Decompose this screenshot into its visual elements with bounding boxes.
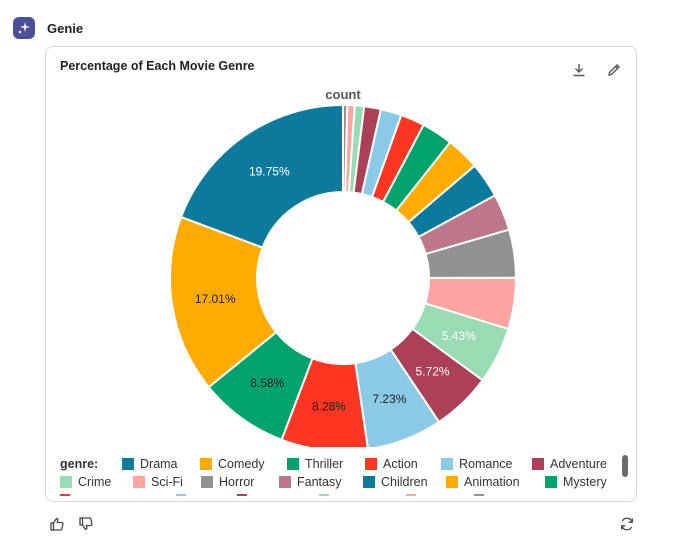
- legend-swatch: [287, 458, 299, 470]
- legend-label: Children: [381, 475, 428, 489]
- sparkle-icon: [13, 17, 35, 39]
- legend-swatch: [446, 476, 458, 488]
- legend-label: Mystery: [563, 475, 607, 489]
- legend-swatch-clipped: [60, 494, 70, 496]
- slice-label-action: 8.28%: [312, 400, 346, 414]
- legend-label: Drama: [140, 457, 178, 471]
- legend-swatch: [133, 476, 145, 488]
- legend-item-thriller[interactable]: Thriller: [287, 457, 343, 471]
- legend-item-horror[interactable]: Horror: [201, 475, 254, 489]
- pencil-icon[interactable]: [605, 61, 623, 79]
- legend-item-action[interactable]: Action: [365, 457, 418, 471]
- legend-item-romance[interactable]: Romance: [441, 457, 513, 471]
- legend-label: Crime: [78, 475, 112, 489]
- legend-swatch: [532, 458, 544, 470]
- donut-chart: count 19.75% 17.01% 8.58% 8.28% 7.23% 5.72% 5.…: [169, 87, 518, 447]
- legend-swatch: [365, 458, 377, 470]
- legend-label: Horror: [219, 475, 255, 489]
- legend-item-animation[interactable]: Animation: [446, 475, 520, 489]
- legend-title: genre:: [60, 457, 99, 471]
- thumbs-up-icon[interactable]: [47, 514, 67, 534]
- legend-label: Thriller: [305, 457, 344, 471]
- legend-swatch: [60, 476, 72, 488]
- legend-item-sci-fi[interactable]: Sci-Fi: [133, 475, 183, 489]
- download-icon[interactable]: [570, 61, 588, 79]
- legend-swatch: [201, 476, 213, 488]
- legend-swatch-clipped: [176, 494, 186, 496]
- legend-label: Adventure: [550, 457, 607, 471]
- slice-label-thriller: 8.58%: [250, 376, 284, 390]
- legend-label: Action: [383, 457, 418, 471]
- legend-item-crime[interactable]: Crime: [60, 475, 111, 489]
- slice-other-18[interactable]: [342, 103, 349, 194]
- legend-swatch-clipped: [237, 494, 247, 496]
- legend-swatch-clipped: [406, 494, 416, 496]
- slice-label-adventure: 5.72%: [416, 365, 450, 379]
- legend-item-children[interactable]: Children: [363, 475, 428, 489]
- card-title: Percentage of Each Movie Genre: [60, 59, 255, 73]
- legend-label: Sci-Fi: [151, 475, 183, 489]
- genie-header: Genie: [13, 17, 83, 39]
- slice-comedy[interactable]: [169, 215, 278, 389]
- thumbs-down-icon[interactable]: [76, 514, 96, 534]
- legend-swatch: [122, 458, 134, 470]
- legend-item-drama[interactable]: Drama: [122, 457, 178, 471]
- legend-item-comedy[interactable]: Comedy: [200, 457, 265, 471]
- slice-label-romance: 7.23%: [372, 392, 406, 406]
- app-title: Genie: [47, 20, 84, 36]
- legend-swatch-clipped: [319, 494, 329, 496]
- chart-card: Percentage of Each Movie Genre count 19.…: [45, 46, 637, 502]
- legend-label: Comedy: [218, 457, 265, 471]
- legend-label: Fantasy: [297, 475, 342, 489]
- legend-swatch-clipped: [474, 494, 484, 496]
- slice-label-drama: 19.75%: [249, 165, 290, 179]
- legend-item-fantasy[interactable]: Fantasy: [279, 475, 341, 489]
- chart-title: count: [325, 87, 361, 102]
- slice-action[interactable]: [280, 357, 369, 447]
- legend-swatch: [545, 476, 557, 488]
- legend-item-adventure[interactable]: Adventure: [532, 457, 607, 471]
- legend-label: Romance: [459, 457, 513, 471]
- legend-swatch: [441, 458, 453, 470]
- slice-label-comedy: 17.01%: [195, 292, 236, 306]
- legend-swatch: [363, 476, 375, 488]
- legend-swatch: [200, 458, 212, 470]
- legend-scrollbar[interactable]: [622, 455, 628, 477]
- legend-label: Animation: [464, 475, 520, 489]
- legend-swatch: [279, 476, 291, 488]
- slice-label-crime: 5.43%: [442, 329, 476, 343]
- legend-item-mystery[interactable]: Mystery: [545, 475, 607, 489]
- refresh-icon[interactable]: [617, 514, 637, 534]
- slice-drama[interactable]: [179, 103, 344, 249]
